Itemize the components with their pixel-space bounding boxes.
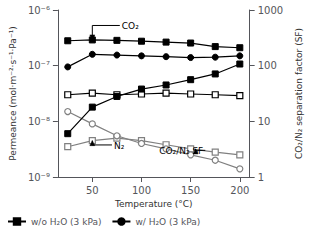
svg-text:1: 1: [258, 172, 264, 183]
svg-text:100: 100: [258, 60, 277, 71]
svg-text:150: 150: [181, 185, 200, 196]
svg-text:N₂: N₂: [114, 141, 125, 151]
svg-text:1000: 1000: [258, 5, 283, 16]
svg-text:100: 100: [132, 185, 151, 196]
svg-text:10: 10: [258, 116, 271, 127]
svg-text:10⁻⁹: 10⁻⁹: [28, 172, 50, 183]
svg-text:10⁻⁸: 10⁻⁸: [28, 116, 50, 127]
svg-text:w/ H₂O (3 kPa): w/ H₂O (3 kPa): [135, 217, 200, 227]
svg-text:w/o H₂O (3 kPa): w/o H₂O (3 kPa): [31, 217, 101, 227]
svg-text:CO₂/N₂ separation factor (SF): CO₂/N₂ separation factor (SF): [294, 28, 304, 159]
svg-text:10⁻⁷: 10⁻⁷: [28, 60, 50, 71]
svg-text:50: 50: [86, 185, 99, 196]
svg-text:CO₂: CO₂: [122, 21, 139, 31]
svg-text:CO₂/N₂ SF: CO₂/N₂ SF: [159, 146, 203, 156]
svg-text:Permeance (mol·m⁻²·s⁻¹·Pa⁻¹): Permeance (mol·m⁻²·s⁻¹·Pa⁻¹): [8, 26, 18, 161]
svg-text:200: 200: [230, 185, 249, 196]
svg-text:10⁻⁶: 10⁻⁶: [28, 5, 50, 16]
svg-text:Temperature (°C): Temperature (°C): [114, 199, 193, 209]
